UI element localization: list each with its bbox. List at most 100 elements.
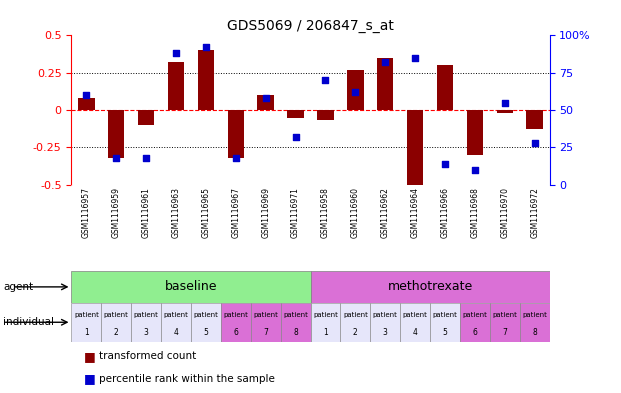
Text: 5: 5 [443, 328, 447, 336]
Text: 4: 4 [174, 328, 178, 336]
Bar [317, 110, 333, 121]
Bar [101, 303, 131, 342]
Bar [460, 303, 490, 342]
Text: methotrexate: methotrexate [388, 280, 473, 294]
Bar [490, 303, 520, 342]
Bar [161, 303, 191, 342]
Text: GSM1116965: GSM1116965 [201, 187, 211, 238]
Bar [520, 303, 550, 342]
Text: patient: patient [492, 312, 517, 318]
Bar [251, 303, 281, 342]
Text: 2: 2 [114, 328, 119, 336]
Point [470, 167, 480, 173]
Text: GSM1116967: GSM1116967 [231, 187, 240, 238]
Text: 3: 3 [143, 328, 148, 336]
Text: patient: patient [283, 312, 308, 318]
Text: 5: 5 [204, 328, 208, 336]
Text: 1: 1 [84, 328, 89, 336]
Bar [407, 110, 424, 185]
Point [261, 95, 271, 101]
Bar [71, 303, 101, 342]
Bar [288, 110, 304, 118]
Text: GSM1116960: GSM1116960 [351, 187, 360, 238]
Bar [347, 70, 363, 110]
Point [320, 77, 330, 83]
Point [380, 59, 390, 65]
Text: patient: patient [433, 312, 458, 318]
Text: ■: ■ [84, 372, 96, 385]
Bar [227, 110, 244, 158]
Text: patient: patient [343, 312, 368, 318]
Bar [527, 110, 543, 129]
Point [500, 99, 510, 106]
Text: GSM1116969: GSM1116969 [261, 187, 270, 238]
Text: 3: 3 [383, 328, 388, 336]
Point [291, 134, 301, 140]
Bar [370, 303, 400, 342]
Text: patient: patient [224, 312, 248, 318]
Text: individual: individual [3, 317, 54, 327]
Bar [131, 303, 161, 342]
Text: patient: patient [522, 312, 547, 318]
Text: 6: 6 [473, 328, 478, 336]
Text: 6: 6 [233, 328, 238, 336]
Point [141, 155, 151, 161]
Bar [191, 303, 221, 342]
Bar [310, 271, 550, 303]
Bar [377, 58, 394, 110]
Text: patient: patient [104, 312, 129, 318]
Text: GSM1116958: GSM1116958 [321, 187, 330, 238]
Text: 7: 7 [502, 328, 507, 336]
Text: agent: agent [3, 282, 34, 292]
Text: GSM1116963: GSM1116963 [171, 187, 181, 238]
Text: 4: 4 [413, 328, 417, 336]
Text: patient: patient [463, 312, 487, 318]
Text: GSM1116961: GSM1116961 [142, 187, 151, 238]
Text: percentile rank within the sample: percentile rank within the sample [99, 374, 275, 384]
Text: 8: 8 [532, 328, 537, 336]
Point [171, 50, 181, 57]
Point [530, 140, 540, 146]
Text: 2: 2 [353, 328, 358, 336]
Point [231, 155, 241, 161]
Bar [281, 303, 310, 342]
Point [350, 89, 360, 95]
Text: baseline: baseline [165, 280, 217, 294]
Bar [138, 110, 155, 125]
Bar [258, 95, 274, 110]
Text: patient: patient [313, 312, 338, 318]
Text: GSM1116970: GSM1116970 [501, 187, 509, 238]
Bar [221, 303, 251, 342]
Bar [78, 98, 94, 110]
Text: patient: patient [74, 312, 99, 318]
Bar [400, 303, 430, 342]
Text: GSM1116962: GSM1116962 [381, 187, 390, 238]
Bar [437, 65, 453, 110]
Text: patient: patient [194, 312, 219, 318]
Bar [340, 303, 370, 342]
Text: GSM1116966: GSM1116966 [440, 187, 450, 238]
Point [440, 161, 450, 167]
Text: ■: ■ [84, 350, 96, 363]
Bar [466, 110, 483, 155]
Bar [497, 110, 513, 113]
Text: GSM1116959: GSM1116959 [112, 187, 120, 238]
Text: GSM1116971: GSM1116971 [291, 187, 300, 238]
Bar [197, 50, 214, 110]
Text: patient: patient [134, 312, 158, 318]
Text: patient: patient [402, 312, 427, 318]
Text: patient: patient [373, 312, 397, 318]
Point [201, 44, 211, 50]
Bar [108, 110, 124, 158]
Bar [71, 271, 310, 303]
Text: patient: patient [253, 312, 278, 318]
Text: GSM1116957: GSM1116957 [82, 187, 91, 238]
Text: 1: 1 [323, 328, 328, 336]
Text: transformed count: transformed count [99, 351, 197, 361]
Bar [310, 303, 340, 342]
Text: 8: 8 [293, 328, 298, 336]
Point [410, 55, 420, 61]
Text: patient: patient [163, 312, 188, 318]
Title: GDS5069 / 206847_s_at: GDS5069 / 206847_s_at [227, 19, 394, 33]
Point [111, 155, 121, 161]
